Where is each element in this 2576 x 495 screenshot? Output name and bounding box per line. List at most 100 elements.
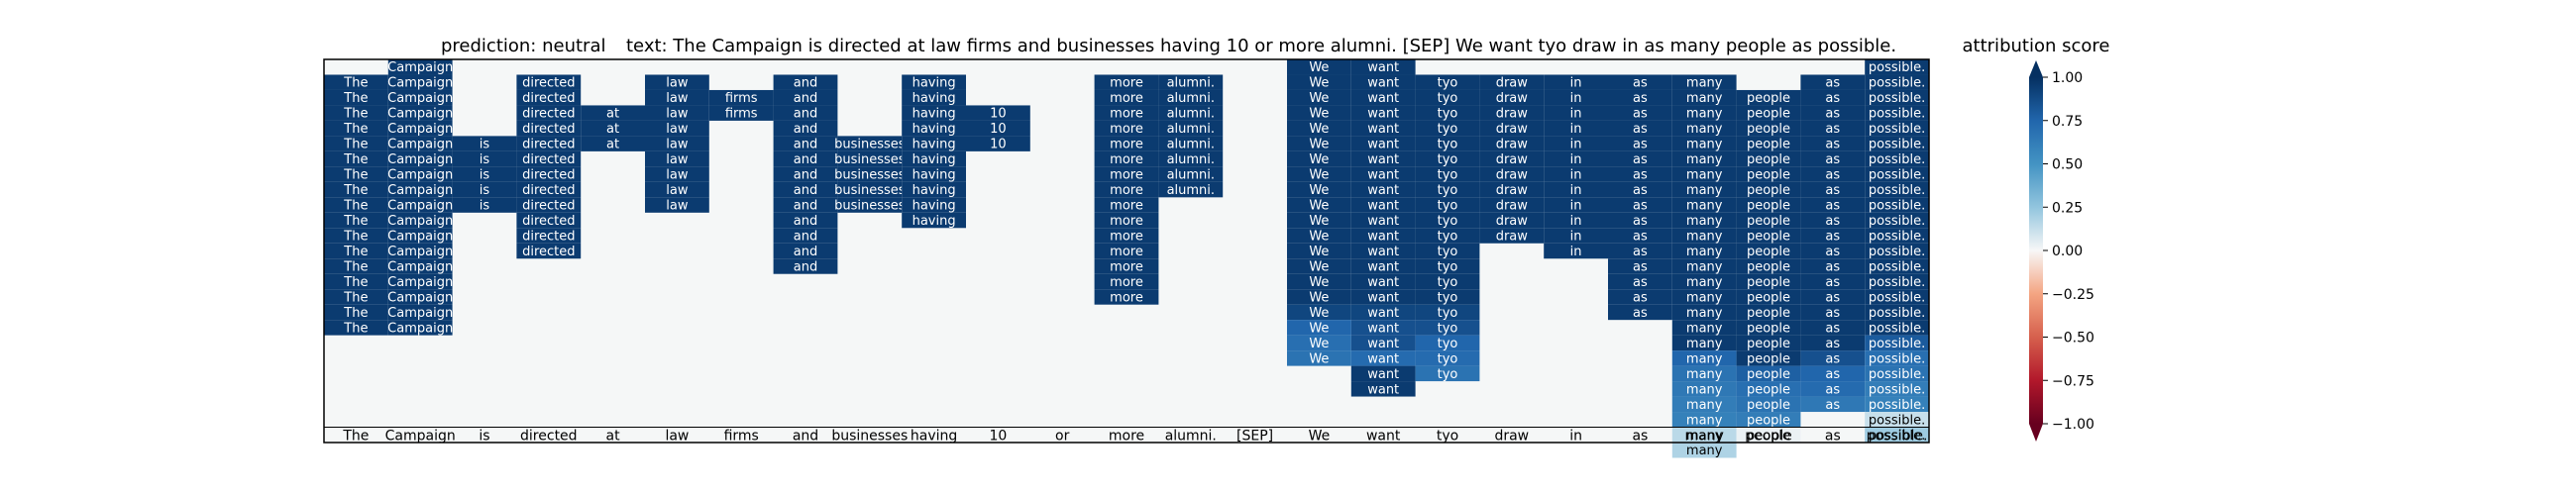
cell-label: people [1747, 398, 1790, 413]
heatmap-cell [1736, 412, 1801, 428]
heatmap-cell [1865, 273, 1929, 290]
cell-label: Campaign [387, 91, 453, 106]
cell-label: The [343, 168, 368, 183]
cell-label: law [666, 122, 689, 137]
token-axis: The Campaign is directed at law firms and busine… [342, 428, 1927, 444]
heatmap-cell [1287, 320, 1351, 336]
heatmap-cell [1287, 120, 1351, 137]
heatmap-cell [1158, 166, 1224, 182]
heatmap-cell [645, 74, 709, 90]
cell-label: at [606, 138, 619, 152]
heatmap-cell [966, 136, 1030, 151]
heatmap-cell [1865, 427, 1929, 443]
colorbar-tick-label: 1.00 [2052, 70, 2083, 86]
cell-label: in [1570, 245, 1582, 259]
cell-label: as [1825, 398, 1840, 413]
heatmap-cell [1415, 289, 1480, 305]
cell-label: people [1747, 321, 1790, 336]
heatmap-cell [1287, 181, 1351, 198]
heatmap-cell [1608, 243, 1672, 259]
heatmap-cell [387, 320, 453, 336]
cell-label: possible. [1869, 138, 1925, 152]
cell-label: is [480, 138, 490, 152]
cell-label: Campaign [387, 168, 453, 183]
heatmap-cell [708, 89, 774, 106]
heatmap-cell [516, 212, 582, 229]
heatmap-cell [1736, 120, 1801, 137]
heatmap-cell [1415, 136, 1480, 151]
heatmap-cell [516, 120, 582, 137]
cell-label: in [1570, 183, 1582, 198]
cell-label: people [1747, 152, 1790, 167]
heatmap-cell [966, 105, 1030, 121]
heatmap-cell [1800, 243, 1866, 259]
colorbar-ticks: 1.00 0.75 0.50 0.25 0.00 −0.25 −0.50 −0.75 −1.00 [2043, 70, 2094, 433]
cell-label: tyo [1438, 76, 1458, 91]
heatmap-cell [1415, 243, 1480, 259]
heatmap-cell [1415, 320, 1480, 336]
cell-label: possible. [1869, 230, 1925, 245]
heatmap-cell [1608, 136, 1672, 151]
cell-label: more [1110, 76, 1143, 91]
cell-label: more [1110, 259, 1143, 274]
heatmap-cell [1800, 381, 1866, 397]
heatmap-cell [324, 320, 388, 336]
cell-label: more [1110, 138, 1143, 152]
cell-label: people [1747, 337, 1790, 351]
heatmap-cell [1865, 304, 1929, 321]
heatmap-cell [1544, 105, 1608, 121]
cell-label: possible. [1869, 91, 1925, 106]
cell-label: The [343, 275, 368, 290]
heatmap-frame [323, 58, 1930, 444]
cell-label: tyo [1438, 337, 1458, 351]
heatmap-cell [1479, 150, 1545, 167]
cell-label: want [1367, 230, 1399, 245]
heatmap-cell [387, 150, 453, 167]
heatmap-cell [1608, 181, 1672, 198]
cell-label: as [1633, 259, 1648, 274]
cell-label: We [1309, 351, 1329, 366]
heatmap-cell [324, 120, 388, 137]
cell-label: want [1367, 351, 1399, 366]
cell-label: alumni. [1167, 168, 1215, 183]
heatmap-cell [1736, 350, 1801, 366]
cell-label: people [1747, 351, 1790, 366]
cell-label: We [1309, 152, 1329, 167]
heatmap-cell [1671, 105, 1737, 121]
cell-label: We [1309, 76, 1329, 91]
cell-label: directed [522, 107, 575, 122]
heatmap-cell [1865, 59, 1929, 75]
cell-label: We [1309, 168, 1329, 183]
heatmap-cell [1608, 289, 1672, 305]
heatmap-cell [516, 197, 582, 213]
heatmap-cell [1415, 228, 1480, 244]
cell-label: want [1367, 60, 1399, 75]
heatmap-cell [324, 304, 388, 321]
cell-label: as [1825, 259, 1840, 274]
cell-label: people [1747, 107, 1790, 122]
colorbar-title: attribution score [1963, 36, 2110, 56]
heatmap-cell [1736, 365, 1801, 382]
heatmap-cell [324, 197, 388, 213]
cell-label: law [666, 138, 689, 152]
token-tick-label: possible. [1867, 428, 1928, 444]
cell-label: tyo [1438, 290, 1458, 305]
cell-label: in [1570, 107, 1582, 122]
heatmap-cell [1479, 197, 1545, 213]
heatmap-cell [387, 136, 453, 151]
cell-label: We [1309, 214, 1329, 229]
cell-label: as [1825, 183, 1840, 198]
heatmap-cell [902, 120, 966, 137]
cell-label: We [1309, 230, 1329, 245]
heatmap-cell [1415, 335, 1480, 351]
heatmap-cell [1479, 228, 1545, 244]
heatmap-cell [1671, 136, 1737, 151]
cell-label: people [1747, 91, 1790, 106]
heatmap-cell [387, 166, 453, 182]
heatmap-cell [324, 89, 388, 106]
heatmap-cell [1671, 381, 1737, 397]
heatmap-cell [1287, 258, 1351, 274]
heatmap-cell [1287, 197, 1351, 213]
heatmap-cell [837, 197, 903, 213]
heatmap-cell [324, 289, 388, 305]
